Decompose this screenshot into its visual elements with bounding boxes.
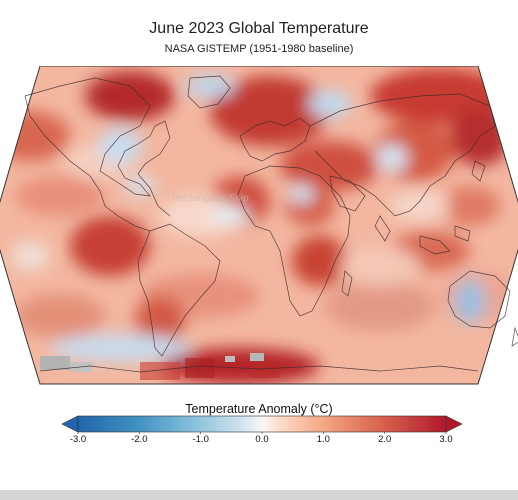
map-border (0, 65, 518, 385)
colorbar-gradient (77, 415, 447, 433)
colorbar-tick-label: -1.0 (192, 434, 209, 445)
colorbar-title: Temperature Anomaly (°C) (185, 402, 333, 416)
colorbar-min-arrow (61, 415, 79, 433)
anomaly-field (0, 66, 518, 384)
coastlines (24, 75, 518, 373)
colorbar-tick-marks (77, 432, 447, 434)
map-subtitle: NASA GISTEMP (1951-1980 baseline) (164, 43, 354, 55)
colorbar-tick-label: -2.0 (131, 434, 148, 445)
colorbar-max-arrow (445, 415, 463, 433)
snip-watermark: Rectangular Snip (172, 193, 249, 204)
colorbar-tick-label: 2.0 (378, 434, 392, 445)
colorbar-tick-label: 1.0 (316, 434, 330, 445)
colorbar (61, 415, 463, 434)
world-temperature-map (0, 65, 518, 390)
colorbar-tick-label: 0.0 (255, 434, 269, 445)
colorbar-tick-label: 3.0 (439, 434, 453, 445)
map-title: June 2023 Global Temperature (149, 20, 369, 37)
colorbar-tick-label: -3.0 (69, 434, 87, 445)
map-svg (0, 65, 518, 385)
bottom-strip (0, 490, 518, 500)
